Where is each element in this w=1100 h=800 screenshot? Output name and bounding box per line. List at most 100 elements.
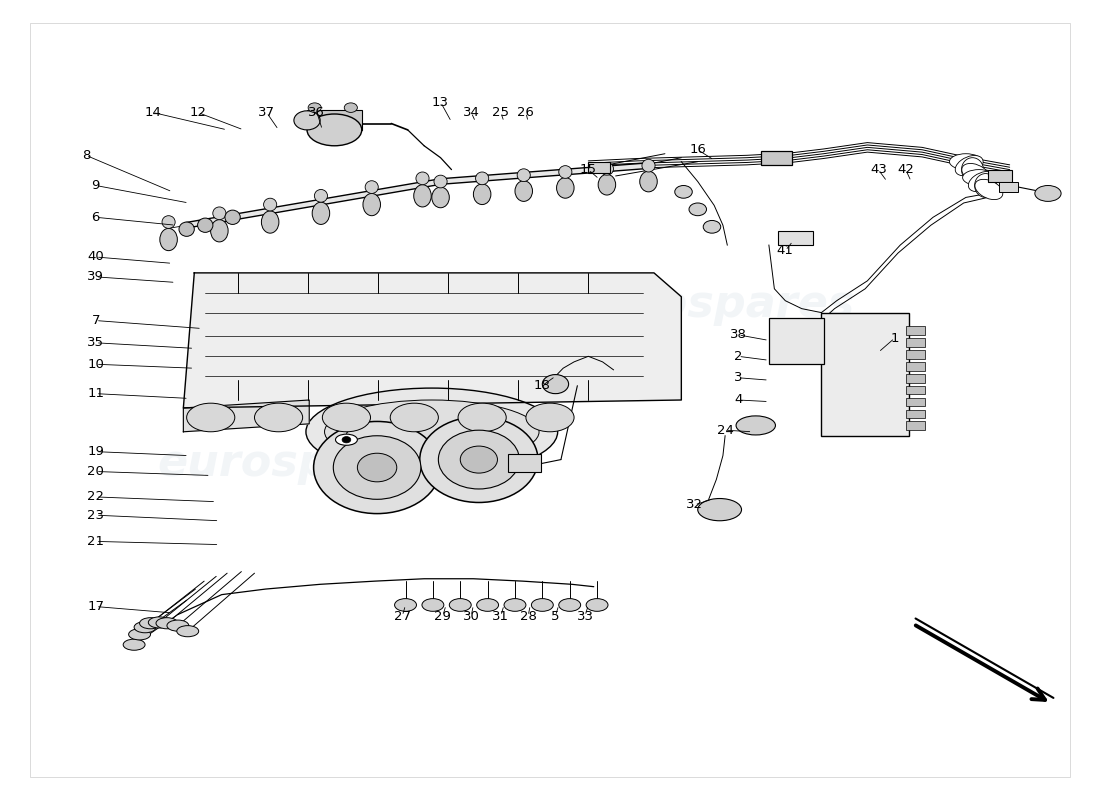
Text: 33: 33 — [576, 610, 594, 622]
Text: 27: 27 — [394, 610, 410, 622]
Ellipse shape — [517, 169, 530, 182]
Text: 2: 2 — [734, 350, 742, 363]
Ellipse shape — [586, 598, 608, 611]
Bar — [905, 422, 925, 430]
Text: 32: 32 — [686, 498, 703, 511]
Ellipse shape — [160, 229, 177, 250]
Ellipse shape — [390, 403, 439, 432]
Text: 3: 3 — [734, 371, 742, 384]
Ellipse shape — [129, 629, 151, 640]
Ellipse shape — [961, 163, 990, 184]
Text: 5: 5 — [551, 610, 560, 622]
Bar — [588, 162, 610, 173]
Ellipse shape — [336, 434, 358, 446]
Ellipse shape — [557, 178, 574, 198]
Text: 26: 26 — [517, 106, 535, 119]
Text: 40: 40 — [87, 250, 104, 263]
Ellipse shape — [475, 172, 488, 185]
Text: 10: 10 — [87, 358, 104, 370]
Ellipse shape — [961, 158, 983, 182]
Text: 39: 39 — [87, 270, 104, 283]
Ellipse shape — [559, 166, 572, 178]
Text: 38: 38 — [729, 328, 747, 342]
Ellipse shape — [642, 159, 656, 172]
Ellipse shape — [156, 618, 178, 629]
Ellipse shape — [422, 598, 443, 611]
Ellipse shape — [504, 598, 526, 611]
Text: 18: 18 — [534, 379, 551, 392]
Ellipse shape — [640, 171, 658, 192]
Bar — [999, 182, 1019, 192]
Text: 31: 31 — [492, 610, 509, 622]
Ellipse shape — [314, 422, 441, 514]
Ellipse shape — [306, 388, 558, 475]
Text: 6: 6 — [91, 210, 100, 224]
Ellipse shape — [968, 171, 997, 192]
Text: 1: 1 — [891, 331, 899, 345]
Ellipse shape — [224, 210, 240, 225]
Ellipse shape — [134, 622, 156, 633]
Bar — [905, 410, 925, 418]
Text: 7: 7 — [91, 314, 100, 327]
Ellipse shape — [162, 216, 175, 229]
Ellipse shape — [689, 203, 706, 216]
Bar — [761, 150, 792, 165]
Text: 17: 17 — [87, 600, 104, 613]
Bar — [508, 454, 541, 471]
Ellipse shape — [342, 437, 351, 443]
Ellipse shape — [312, 202, 330, 225]
Polygon shape — [184, 400, 309, 432]
Text: 4: 4 — [734, 394, 742, 406]
Ellipse shape — [179, 222, 195, 236]
Ellipse shape — [697, 498, 741, 521]
Text: 25: 25 — [492, 106, 509, 119]
Text: 37: 37 — [258, 106, 275, 119]
Ellipse shape — [262, 211, 279, 233]
Ellipse shape — [531, 598, 553, 611]
Text: 14: 14 — [144, 106, 162, 119]
Ellipse shape — [962, 170, 996, 186]
Ellipse shape — [414, 185, 431, 207]
Bar — [769, 318, 824, 364]
Text: eurospares: eurospares — [573, 283, 855, 326]
Ellipse shape — [473, 184, 491, 205]
Ellipse shape — [294, 111, 320, 130]
Ellipse shape — [559, 598, 581, 611]
Text: 28: 28 — [519, 610, 537, 622]
Ellipse shape — [308, 103, 321, 113]
Bar — [905, 362, 925, 370]
Ellipse shape — [526, 403, 574, 432]
Ellipse shape — [975, 174, 997, 198]
Ellipse shape — [315, 190, 328, 202]
Ellipse shape — [515, 181, 532, 202]
Ellipse shape — [363, 194, 381, 216]
Ellipse shape — [187, 403, 234, 432]
Text: 35: 35 — [87, 336, 104, 350]
Ellipse shape — [416, 172, 429, 185]
Text: 23: 23 — [87, 509, 104, 522]
Bar — [905, 326, 925, 335]
Ellipse shape — [123, 639, 145, 650]
Bar — [905, 338, 925, 346]
Ellipse shape — [148, 617, 170, 628]
Ellipse shape — [344, 103, 358, 113]
Ellipse shape — [703, 221, 720, 233]
Text: 13: 13 — [432, 95, 449, 109]
Ellipse shape — [736, 416, 776, 435]
Text: 11: 11 — [87, 387, 104, 400]
Ellipse shape — [212, 207, 226, 220]
Text: 36: 36 — [308, 106, 326, 119]
Ellipse shape — [1035, 186, 1062, 202]
Ellipse shape — [449, 598, 471, 611]
Ellipse shape — [975, 179, 1003, 199]
Bar — [905, 398, 925, 406]
Ellipse shape — [365, 181, 378, 194]
Bar — [905, 386, 925, 394]
Text: 24: 24 — [717, 424, 734, 437]
Ellipse shape — [949, 154, 982, 170]
Text: 19: 19 — [87, 445, 104, 458]
Text: 21: 21 — [87, 535, 104, 548]
Text: 34: 34 — [463, 106, 480, 119]
Ellipse shape — [601, 162, 614, 175]
Text: 12: 12 — [189, 106, 206, 119]
